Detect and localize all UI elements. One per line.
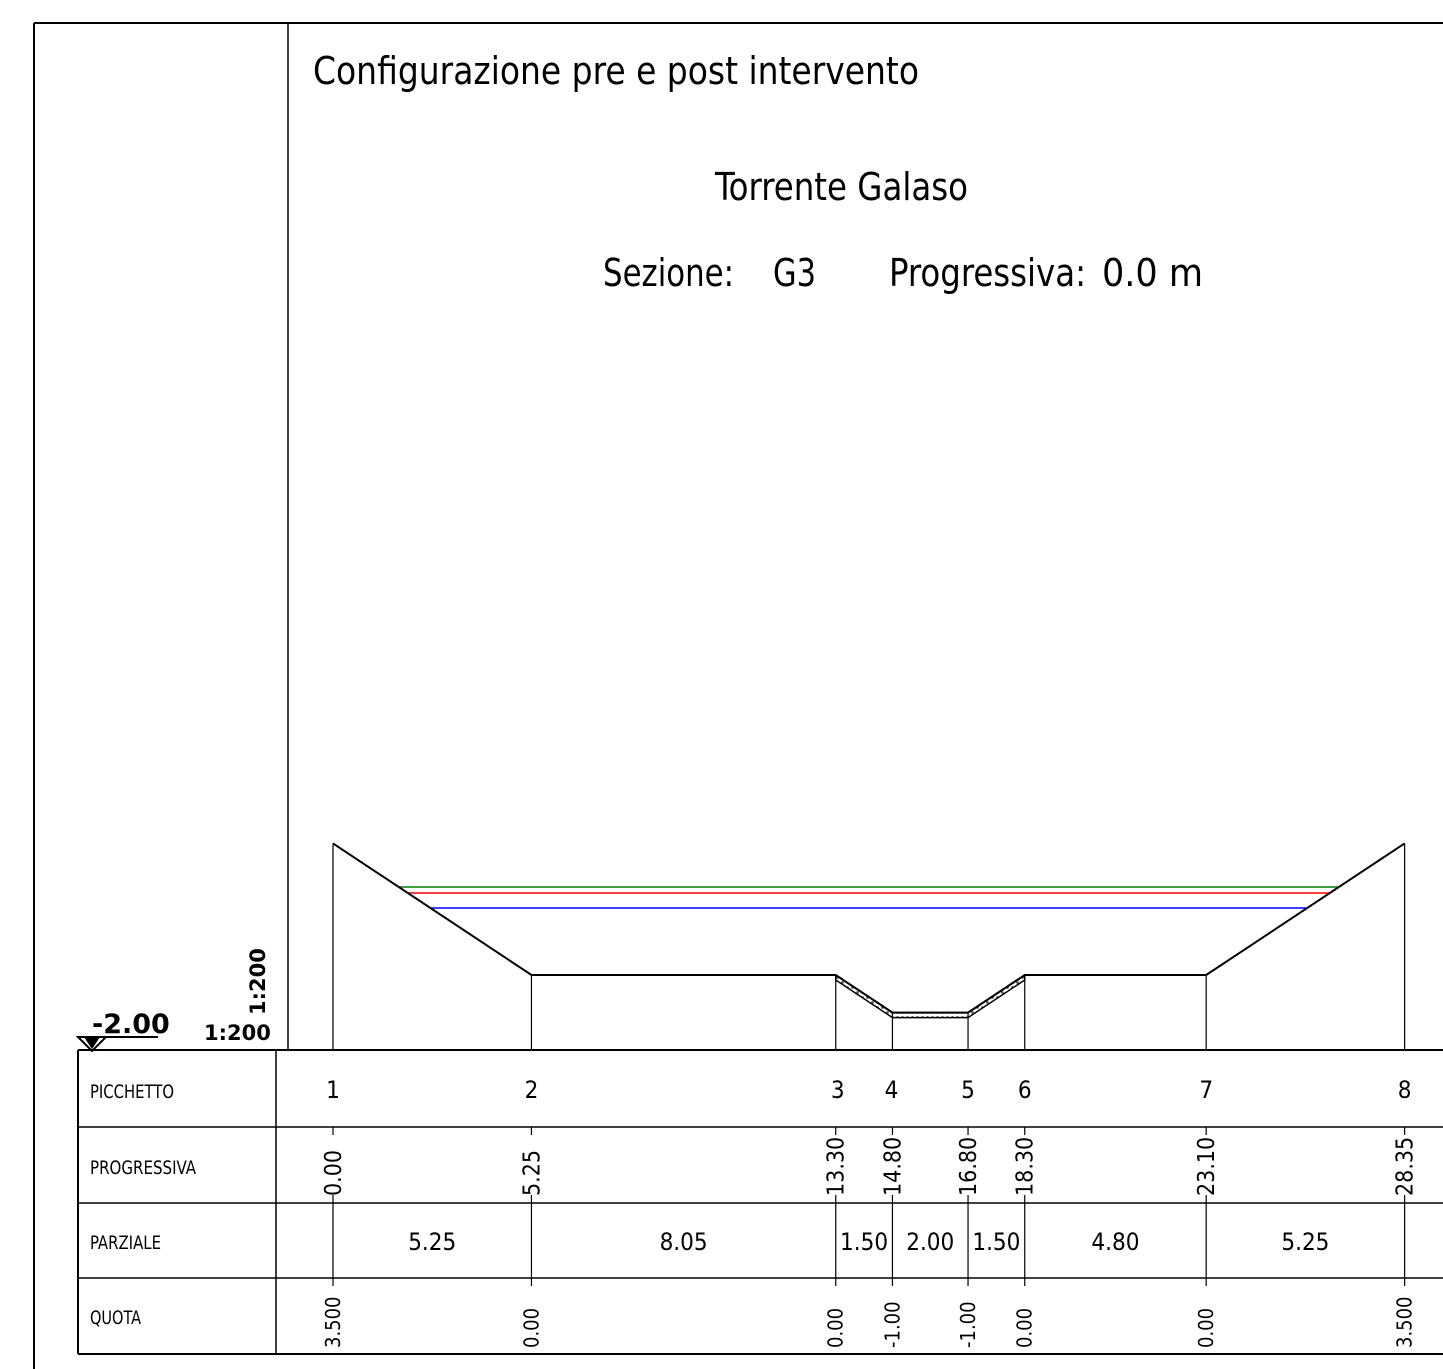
river-name: Torrente Galaso [714,165,968,209]
header: Configurazione pre e post intervento Tor… [313,49,1203,295]
parziale-cell: 5.25 [1281,1228,1329,1256]
table-cells: 1 2 3 4 5 6 7 8 0.00 5.25 13.30 14.80 16.80 18.30 23.1… [321,1076,1419,1348]
quota-cell: 3.500 [1393,1297,1417,1349]
quota-cell: 0.00 [824,1308,848,1348]
parziale-cell: 1.50 [972,1228,1020,1256]
progressiva-cell: 18.30 [1013,1137,1039,1196]
quota-cell: 0.00 [1194,1308,1218,1348]
ground-profile-line [332,842,1406,1014]
picchetto-cell: 4 [885,1076,899,1104]
row-label-quota: QUOTA [90,1307,141,1329]
horizontal-scale: 1:200 [204,1021,271,1045]
progressiva-cell: 16.80 [956,1137,982,1196]
progressiva-cell: 5.25 [519,1150,545,1196]
progressiva-cell: 14.80 [880,1137,906,1196]
quota-cell: 3.500 [321,1297,345,1349]
channel-revetment [834,973,1026,1019]
picchetto-cell: 1 [326,1076,340,1104]
picchetto-cell: 6 [1018,1076,1032,1104]
section-label: Sezione: [603,251,734,295]
picchetto-cell: 7 [1199,1076,1213,1104]
table-grid [77,1049,1443,1355]
picchetto-cell: 2 [525,1076,539,1104]
quota-cell: -1.00 [956,1301,980,1348]
sheet-frame [33,22,1443,1369]
quota-cell: -1.00 [880,1301,904,1348]
parziale-cell: 8.05 [660,1228,708,1256]
drawing-subject: Configurazione pre e post intervento [313,49,919,93]
section-value: G3 [773,251,816,295]
riprap-lining [834,973,1026,1019]
row-label-progressiva: PROGRESSIVA [90,1157,196,1179]
section-profile [332,842,1406,1050]
progressiva-cell: 0.00 [321,1150,347,1196]
progressiva-cell: 23.10 [1194,1137,1220,1196]
progressiva-cell: 13.30 [824,1137,850,1196]
parziale-cell: 4.80 [1091,1228,1139,1256]
vertical-scale: 1:200 [246,948,270,1015]
parziale-cell: 1.50 [840,1228,888,1256]
row-label-picchetto: PICCHETTO [90,1081,174,1103]
quota-cell: 0.00 [1013,1308,1037,1348]
progressive-value: 0.0 m [1102,251,1203,295]
quota-cell: 0.00 [519,1308,543,1348]
parziale-cell: 2.00 [906,1228,954,1256]
progressive-label: Progressiva: [889,251,1086,295]
picchetto-cell: 8 [1398,1076,1412,1104]
progressiva-cell: 28.35 [1393,1137,1419,1196]
datum-reference: -2.00 1:200 1:200 [75,948,271,1053]
picchetto-cell: 5 [961,1076,975,1104]
datum-elevation: -2.00 [92,1009,170,1040]
parziale-cell: 5.25 [408,1228,456,1256]
station-verticals [332,843,1406,1050]
row-label-parziale: PARZIALE [90,1232,161,1254]
water-levels [398,886,1339,909]
picchetto-cell: 3 [831,1076,845,1104]
